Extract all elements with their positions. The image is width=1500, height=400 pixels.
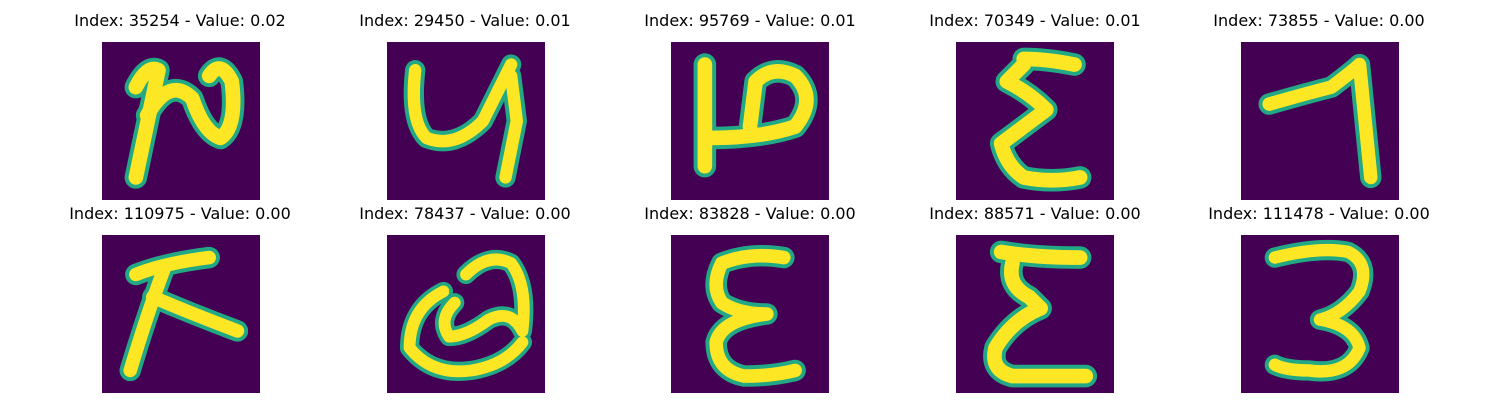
digit-image: [671, 235, 829, 393]
panel-2: Index: 29450 - Value: 0.01: [323, 8, 607, 200]
digit-image: [387, 42, 545, 200]
panel-title: Index: 95769 - Value: 0.01: [644, 11, 856, 30]
panel-3: Index: 95769 - Value: 0.01: [608, 8, 892, 200]
digit-image: [1241, 42, 1399, 200]
panel-9: Index: 88571 - Value: 0.00: [893, 201, 1177, 393]
digit-image: [387, 235, 545, 393]
digit-image: [671, 42, 829, 200]
panel-title: Index: 83828 - Value: 0.00: [644, 204, 856, 223]
digit-image: [956, 235, 1114, 393]
panel-6: Index: 110975 - Value: 0.00: [38, 201, 322, 393]
panel-8: Index: 83828 - Value: 0.00: [608, 201, 892, 393]
panel-title: Index: 29450 - Value: 0.01: [359, 11, 571, 30]
panel-5: Index: 73855 - Value: 0.00: [1177, 8, 1461, 200]
panel-title: Index: 73855 - Value: 0.00: [1213, 11, 1425, 30]
panel-7: Index: 78437 - Value: 0.00: [323, 201, 607, 393]
panel-10: Index: 111478 - Value: 0.00: [1177, 201, 1461, 393]
panel-title: Index: 78437 - Value: 0.00: [359, 204, 571, 223]
digit-image: [102, 235, 260, 393]
panel-title: Index: 110975 - Value: 0.00: [69, 204, 291, 223]
panel-title: Index: 111478 - Value: 0.00: [1208, 204, 1430, 223]
panel-title: Index: 70349 - Value: 0.01: [929, 11, 1141, 30]
panel-title: Index: 88571 - Value: 0.00: [929, 204, 1141, 223]
digit-image: [1241, 235, 1399, 393]
panel-title: Index: 35254 - Value: 0.02: [74, 11, 286, 30]
panel-1: Index: 35254 - Value: 0.02: [38, 8, 322, 200]
digit-image: [956, 42, 1114, 200]
digit-image: [102, 42, 260, 200]
panel-4: Index: 70349 - Value: 0.01: [893, 8, 1177, 200]
